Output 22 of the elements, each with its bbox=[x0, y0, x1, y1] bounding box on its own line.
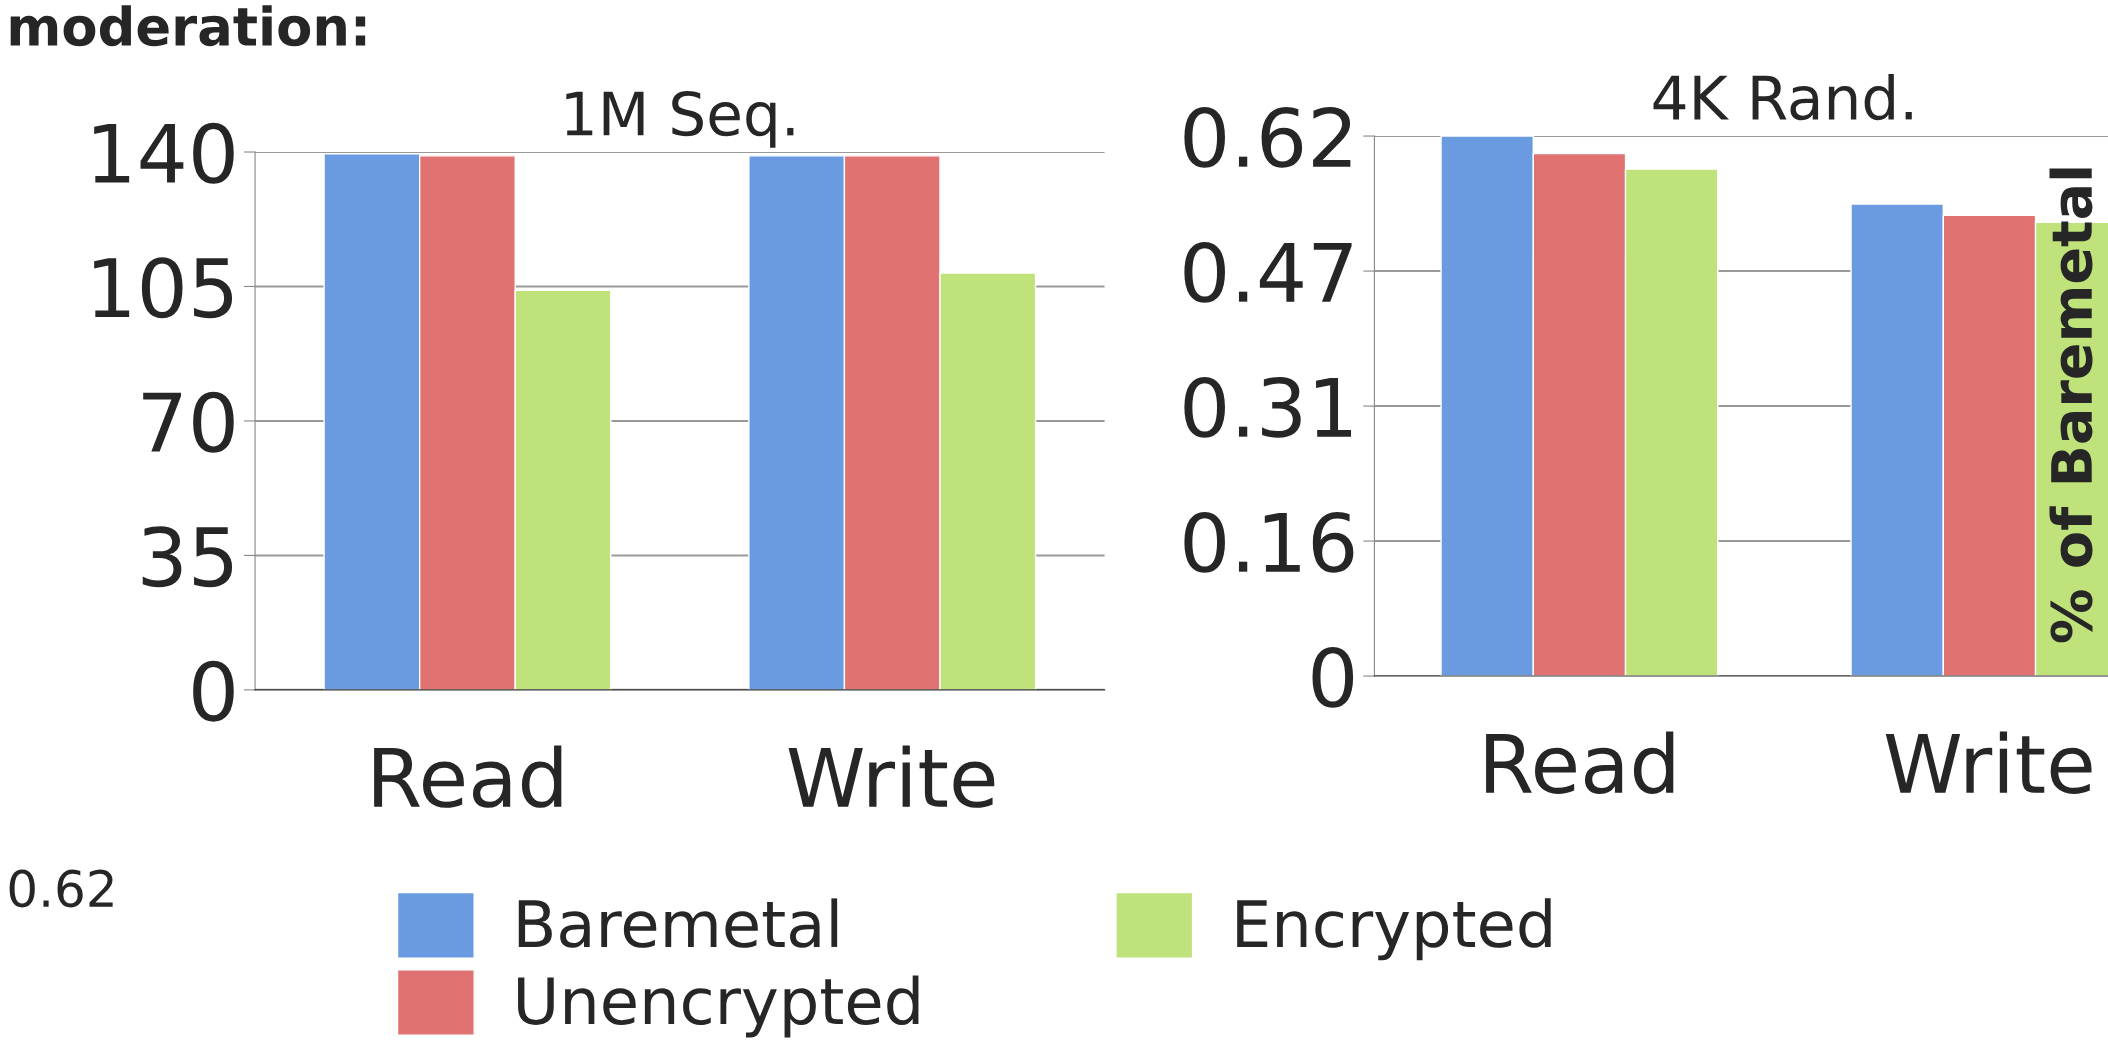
y-tick-label: 0 bbox=[1312, 646, 1354, 708]
legend-label: Baremetal bbox=[518, 898, 838, 948]
legend-label: Encrypted bbox=[1237, 898, 1551, 961]
y-tick-label: 140 bbox=[94, 122, 234, 184]
y-tick-label: 70 bbox=[143, 391, 234, 453]
x-tick-label: Read bbox=[374, 745, 562, 808]
annotation: % of Baremetal bbox=[2049, 168, 2093, 643]
y-tick-label: 0.31 bbox=[1184, 376, 1352, 438]
y-tick-label: 0.62 bbox=[1184, 106, 1351, 168]
y-tick-label: 0.16 bbox=[1184, 511, 1354, 573]
chart-title: 4K Rand. bbox=[1653, 74, 1912, 121]
legend-label: Unencrypted bbox=[518, 975, 919, 1038]
x-tick-label: Read bbox=[1486, 731, 1674, 794]
text: moderation: bbox=[10, 5, 366, 47]
text: 0.62 bbox=[9, 869, 113, 908]
y-tick-label: 0.47 bbox=[1184, 241, 1352, 303]
chart-title: 1M Seq. bbox=[566, 91, 794, 148]
y-tick-label: 35 bbox=[142, 526, 233, 588]
x-tick-label: Write bbox=[788, 745, 995, 808]
x-tick-label: Write bbox=[1885, 731, 2092, 794]
y-tick-label: 0 bbox=[193, 660, 234, 722]
y-tick-label: 105 bbox=[94, 257, 233, 319]
